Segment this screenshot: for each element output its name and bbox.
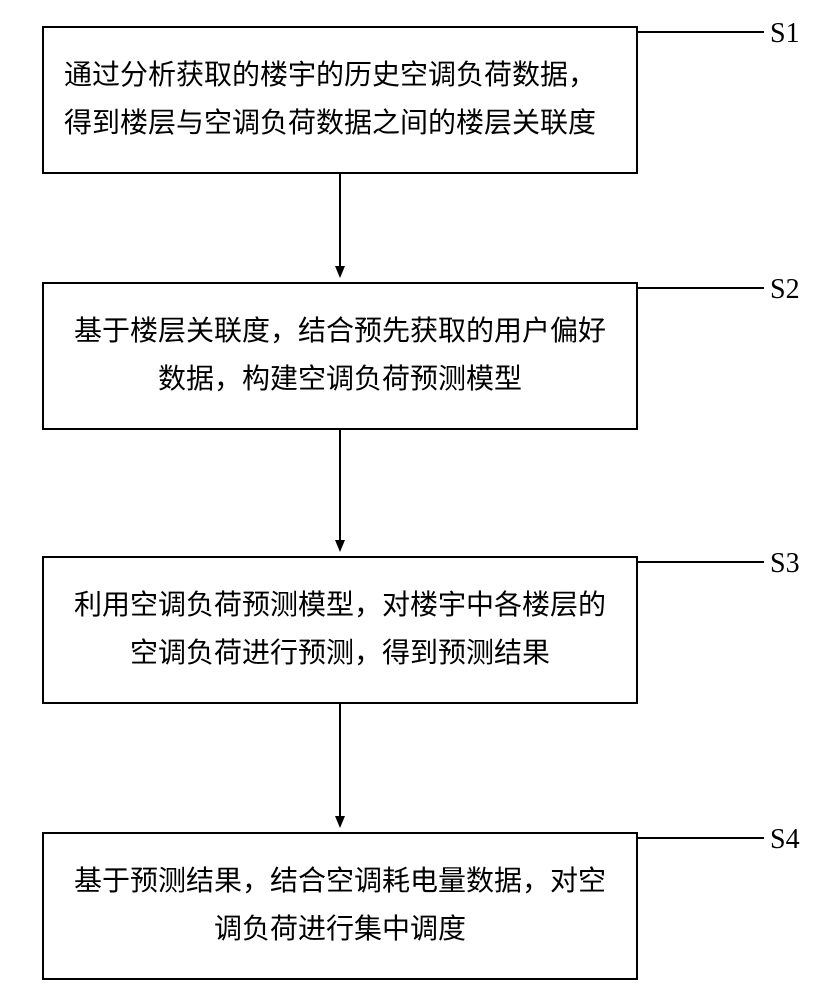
flowchart-canvas: 通过分析获取的楼宇的历史空调负荷数据，得到楼层与空调负荷数据之间的楼层关联度 基… xyxy=(0,0,826,1000)
flow-arrows xyxy=(0,0,826,1000)
